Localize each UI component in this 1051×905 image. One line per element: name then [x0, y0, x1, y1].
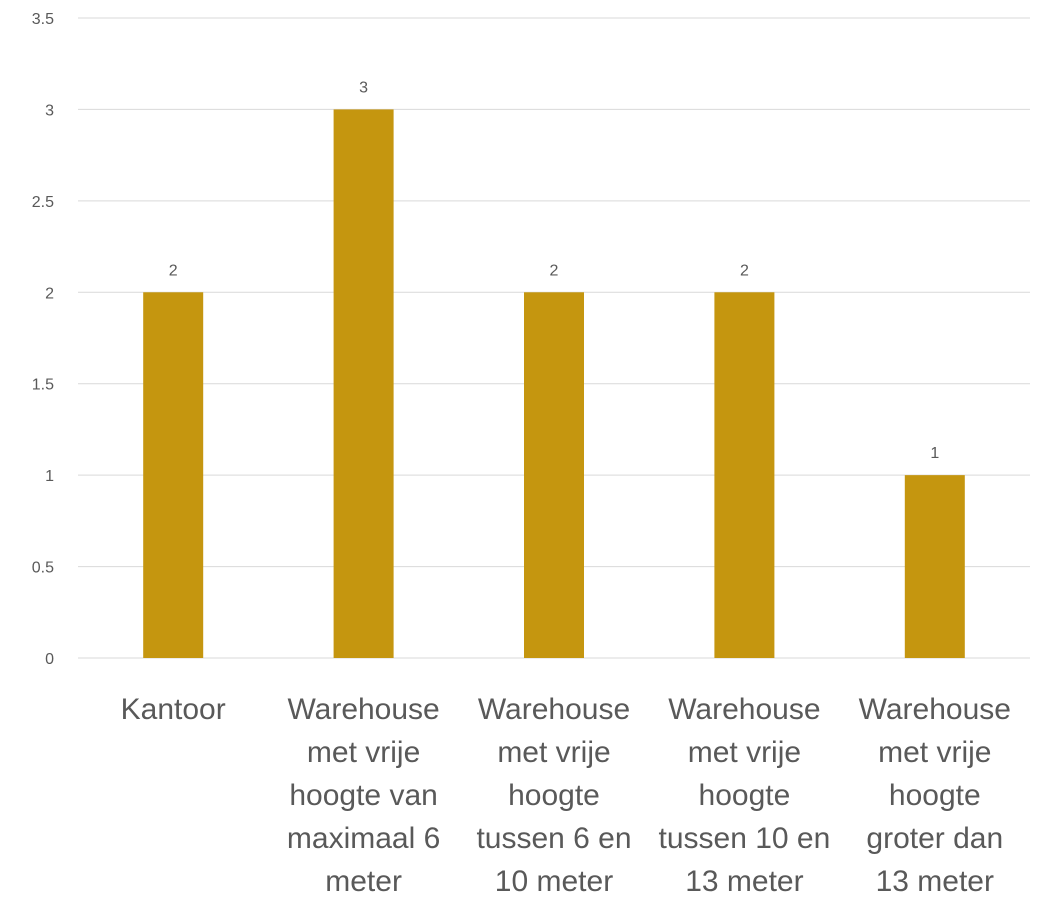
data-label: 2 — [740, 262, 749, 279]
x-tick-label-line: maximaal 6 — [287, 822, 440, 855]
x-tick-label-line: Warehouse — [668, 693, 820, 726]
bars — [143, 109, 965, 658]
x-tick-label-line: tussen 6 en — [476, 822, 631, 855]
x-tick-label-line: hoogte — [508, 779, 600, 812]
y-tick-label: 3 — [45, 102, 54, 119]
x-tick-label-line: 13 meter — [685, 865, 803, 898]
y-tick-label: 3.5 — [32, 11, 54, 28]
x-tick-label-line: 13 meter — [876, 865, 994, 898]
x-tick-label-line: met vrije — [878, 736, 991, 769]
data-label: 1 — [930, 445, 939, 462]
data-label: 2 — [169, 262, 178, 279]
x-tick-label: Warehouse met vrije hoogte groter dan 13 met… — [859, 693, 1011, 898]
bar — [524, 292, 584, 658]
x-tick-label-line: met vrije — [497, 736, 610, 769]
y-tick-label: 2.5 — [32, 194, 54, 211]
data-label: 3 — [359, 79, 368, 96]
bar — [714, 292, 775, 658]
y-axis-tick-labels: 0 0.5 1 1.5 2 2.5 3 3.5 — [32, 11, 54, 668]
x-tick-label-line: 10 meter — [495, 865, 613, 898]
y-tick-label: 1.5 — [32, 377, 54, 394]
x-tick-label-line: meter — [325, 865, 402, 898]
data-labels: 2 3 2 2 1 — [169, 79, 940, 462]
bar — [143, 292, 204, 658]
y-tick-label: 0 — [45, 651, 54, 668]
y-tick-label: 2 — [45, 285, 54, 302]
x-tick-label: Warehouse met vrije hoogte tussen 6 en 10 me… — [476, 693, 631, 898]
x-axis-tick-labels: Kantoor Warehouse met vrije hoogte van maxim… — [121, 693, 1011, 898]
bar — [904, 475, 965, 658]
x-tick-label: Kantoor — [121, 693, 226, 726]
x-tick-label-line: Warehouse — [287, 693, 439, 726]
y-tick-label: 1 — [45, 468, 54, 485]
x-tick-label-line: Kantoor — [121, 693, 226, 726]
x-tick-label-line: met vrije — [688, 736, 801, 769]
y-tick-label: 0.5 — [32, 560, 54, 577]
x-tick-label: Warehouse met vrije hoogte van maximaal 6 me… — [287, 693, 440, 898]
x-tick-label-line: hoogte — [889, 779, 981, 812]
x-tick-label-line: hoogte van — [289, 779, 437, 812]
bar — [333, 109, 394, 658]
x-tick-label-line: tussen 10 en — [659, 822, 831, 855]
x-tick-label-line: groter dan — [866, 822, 1003, 855]
x-tick-label-line: met vrije — [307, 736, 420, 769]
data-label: 2 — [550, 262, 559, 279]
x-tick-label-line: Warehouse — [859, 693, 1011, 726]
x-tick-label: Warehouse met vrije hoogte tussen 10 en 13 m… — [659, 693, 831, 898]
x-tick-label-line: hoogte — [699, 779, 791, 812]
x-tick-label-line: Warehouse — [478, 693, 630, 726]
